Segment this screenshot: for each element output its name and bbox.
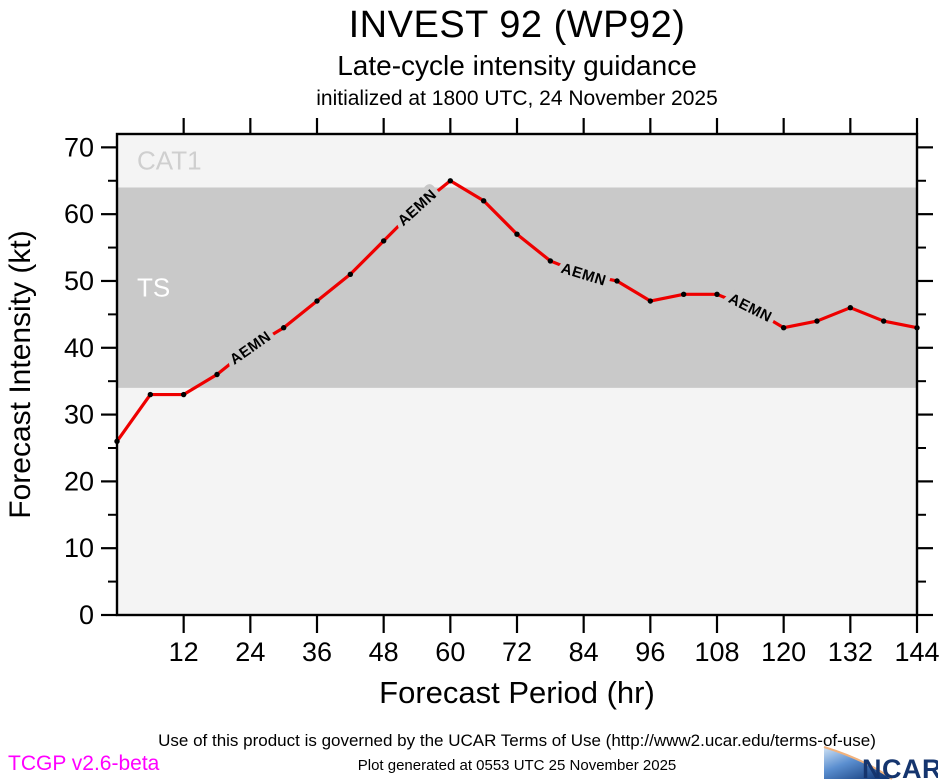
data-point: [480, 198, 487, 204]
x-tick-label: 60: [435, 637, 465, 667]
ncar-swoosh-accent: [823, 746, 893, 780]
x-tick-label: 84: [569, 637, 599, 667]
data-point: [147, 391, 154, 398]
data-point: [547, 258, 554, 264]
data-point: [714, 291, 720, 298]
data-point: [180, 391, 187, 398]
data-point: [847, 304, 854, 311]
init-time-label: initialized at 1800 UTC, 24 November 202…: [316, 86, 718, 110]
band-label-cat1: CAT1: [137, 146, 202, 176]
data-point: [314, 298, 320, 304]
x-tick-label: 36: [302, 637, 332, 667]
x-axis-title: Forecast Period (hr): [379, 675, 655, 710]
tcgp-version-label: TCGP v2.6-beta: [8, 752, 160, 775]
y-tick-label: 10: [64, 533, 94, 563]
terms-of-use-text: Use of this product is governed by the U…: [158, 731, 876, 750]
x-tick-label: 24: [235, 637, 265, 667]
x-tick-label: 72: [502, 637, 532, 667]
data-point: [280, 325, 287, 331]
data-point: [447, 178, 454, 184]
y-tick-label: 70: [64, 132, 94, 162]
y-tick-label: 20: [64, 466, 94, 496]
data-point: [647, 298, 654, 304]
ncar-swoosh-shape: [824, 747, 892, 779]
band-ts: [117, 187, 917, 388]
plot-generated-text: Plot generated at 0553 UTC 25 November 2…: [357, 757, 677, 774]
band-label-ts: TS: [137, 273, 170, 303]
chart-subtitle: Late-cycle intensity guidance: [337, 49, 697, 81]
data-point: [214, 371, 220, 378]
data-point: [747, 304, 754, 311]
ncar-logo: NCAR: [823, 746, 938, 780]
page-title: INVEST 92 (WP92): [348, 4, 686, 46]
data-point: [380, 238, 387, 244]
data-point: [880, 318, 887, 324]
x-tick-label: 144: [894, 637, 939, 667]
x-tick-label: 132: [828, 637, 873, 667]
y-tick-label: 60: [64, 199, 94, 229]
x-tick-label: 12: [169, 637, 199, 667]
data-point: [780, 325, 787, 331]
x-tick-label: 48: [369, 637, 399, 667]
data-point: [247, 345, 254, 351]
data-point: [347, 271, 354, 277]
x-tick-label: 120: [761, 637, 806, 667]
ncar-logo-text: NCAR: [862, 754, 938, 780]
y-tick-label: 40: [64, 333, 94, 363]
x-tick-label: 108: [694, 637, 739, 667]
data-point: [614, 278, 620, 284]
data-point: [580, 271, 587, 277]
y-tick-label: 30: [64, 400, 94, 430]
band-cat1: [117, 134, 917, 188]
data-point: [680, 291, 687, 298]
data-point: [814, 318, 820, 324]
data-point: [414, 204, 420, 211]
y-axis-title: Forecast Intensity (kt): [4, 230, 37, 518]
data-point: [514, 231, 520, 237]
x-tick-label: 96: [635, 637, 665, 667]
y-tick-label: 50: [64, 266, 94, 296]
y-tick-label: 0: [79, 600, 94, 630]
chart-header: INVEST 92 (WP92) Late-cycle intensity gu…: [94, 4, 940, 111]
